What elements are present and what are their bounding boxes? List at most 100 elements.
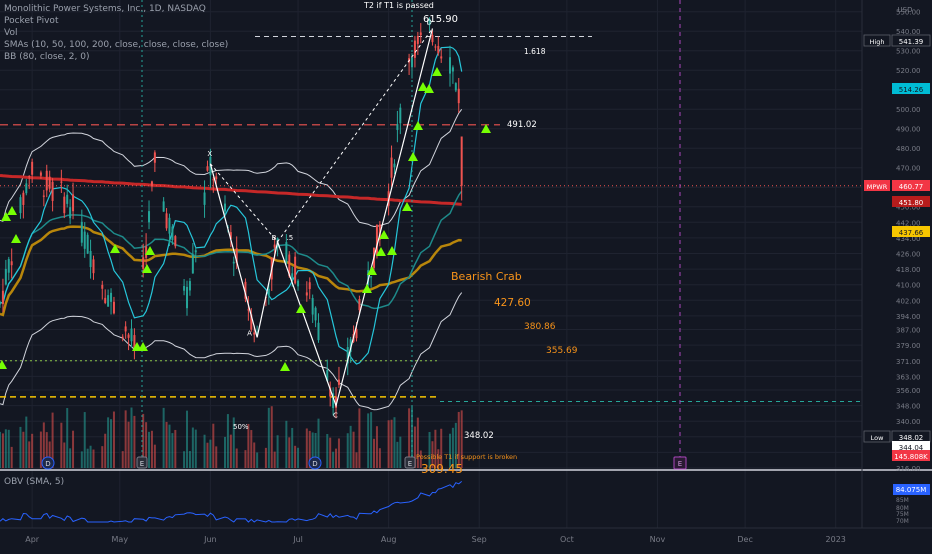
indicator-pocket-pivot[interactable]: Pocket Pivot xyxy=(4,16,59,26)
candle-body xyxy=(171,226,174,241)
grid xyxy=(0,0,862,528)
pocket-pivot-marker xyxy=(362,284,372,293)
candle-body xyxy=(294,256,297,284)
crab-xb xyxy=(210,163,278,243)
candle-body xyxy=(437,45,440,54)
candle-body xyxy=(393,163,396,168)
candle-body xyxy=(28,176,31,178)
price-tag: 541.39 High xyxy=(863,34,931,47)
candle-body xyxy=(86,234,89,254)
pattern-point-b: B xyxy=(272,234,277,242)
candle xyxy=(186,280,189,316)
volume-bar xyxy=(378,448,381,468)
candle xyxy=(127,332,130,351)
pocket-pivot-marker xyxy=(142,264,152,273)
volume-bar xyxy=(83,412,86,468)
volume-bar xyxy=(387,420,390,468)
candle xyxy=(311,294,314,323)
price-tag-name-box xyxy=(863,34,891,47)
candle xyxy=(194,247,197,263)
price-tag-value: 541.39 xyxy=(899,38,924,46)
candle xyxy=(4,259,7,286)
pocket-pivot-marker xyxy=(408,152,418,161)
candle xyxy=(250,308,253,332)
candle-body xyxy=(346,347,349,364)
candle-body xyxy=(145,246,148,258)
candle xyxy=(428,17,431,32)
time-axis-label: Oct xyxy=(560,535,574,544)
pocket-pivot-marker xyxy=(280,362,290,371)
candle-body xyxy=(63,196,66,214)
obv-pane xyxy=(0,469,932,523)
candle-body xyxy=(232,261,235,264)
candle-body xyxy=(247,309,250,311)
volume-bar xyxy=(51,412,54,468)
symbol-title[interactable]: Monolithic Power Systems, Inc., 1D, NASD… xyxy=(4,4,206,14)
indicator-smas[interactable]: SMAs (10, 50, 100, 200, close, close, cl… xyxy=(4,40,229,50)
bb-upper xyxy=(0,109,463,228)
volume-bar xyxy=(86,448,89,468)
volume-bar xyxy=(457,411,460,468)
price-tag-name-box xyxy=(863,430,891,443)
volume-bar xyxy=(124,410,127,468)
price-tick-label: 530.00 xyxy=(896,48,921,56)
volume-bar xyxy=(104,433,107,468)
pocket-pivot-marker xyxy=(424,84,434,93)
price-tick-label: 379.00 xyxy=(896,342,921,350)
indicator-volume[interactable]: Vol xyxy=(4,28,18,38)
candle xyxy=(223,195,226,217)
price-tag-box xyxy=(892,83,930,94)
candle-body xyxy=(250,314,253,330)
volume-bar xyxy=(332,451,335,468)
candle-body xyxy=(121,336,124,338)
candle-body xyxy=(92,259,95,274)
volume-bar xyxy=(48,441,51,468)
candle-body xyxy=(314,307,317,321)
candle xyxy=(305,281,308,302)
volume-bar xyxy=(451,427,454,468)
candle xyxy=(247,296,250,321)
candle-body xyxy=(431,34,434,43)
price-tick-label: 550.00 xyxy=(896,9,921,17)
candle-body xyxy=(148,211,151,223)
candle xyxy=(448,45,451,87)
volume-bar xyxy=(31,433,34,468)
volume-bar xyxy=(203,434,206,468)
price-tick-label: 470.00 xyxy=(896,165,921,173)
volume-bar xyxy=(45,432,48,468)
dividend-marker-shape xyxy=(41,456,55,470)
obv-title[interactable]: OBV (SMA, 5) xyxy=(4,477,65,487)
candle xyxy=(112,296,115,315)
candle xyxy=(45,164,48,198)
pocket-pivot-marker xyxy=(367,266,377,275)
obv-value: 84.075M xyxy=(896,486,927,494)
obv-tick-label: 70M xyxy=(896,518,909,525)
candle-body xyxy=(133,335,136,350)
candle-body xyxy=(291,273,294,280)
volume-bar xyxy=(229,434,232,468)
volume-bar xyxy=(346,433,349,468)
candle xyxy=(10,248,13,279)
indicator-bollinger[interactable]: BB (80, close, 2, 0) xyxy=(4,52,90,62)
candle-body xyxy=(104,297,107,303)
candle xyxy=(419,23,422,44)
volume-bar xyxy=(349,425,352,468)
candle-body xyxy=(162,201,165,212)
time-axis-label: 2023 xyxy=(826,535,846,544)
price-tag-name-box xyxy=(864,180,890,191)
candle xyxy=(171,224,174,245)
candle xyxy=(332,387,335,416)
volume-bar xyxy=(264,447,267,468)
volume-bar xyxy=(367,413,370,468)
pocket-pivot-marker xyxy=(296,304,306,313)
candle xyxy=(267,282,270,305)
candle xyxy=(1,278,4,313)
candle xyxy=(370,276,373,288)
candle-body xyxy=(215,176,218,180)
pocket-pivot-marker xyxy=(379,230,389,239)
volume-bar xyxy=(133,415,136,468)
candle xyxy=(165,208,168,231)
volume-bar xyxy=(297,447,300,468)
